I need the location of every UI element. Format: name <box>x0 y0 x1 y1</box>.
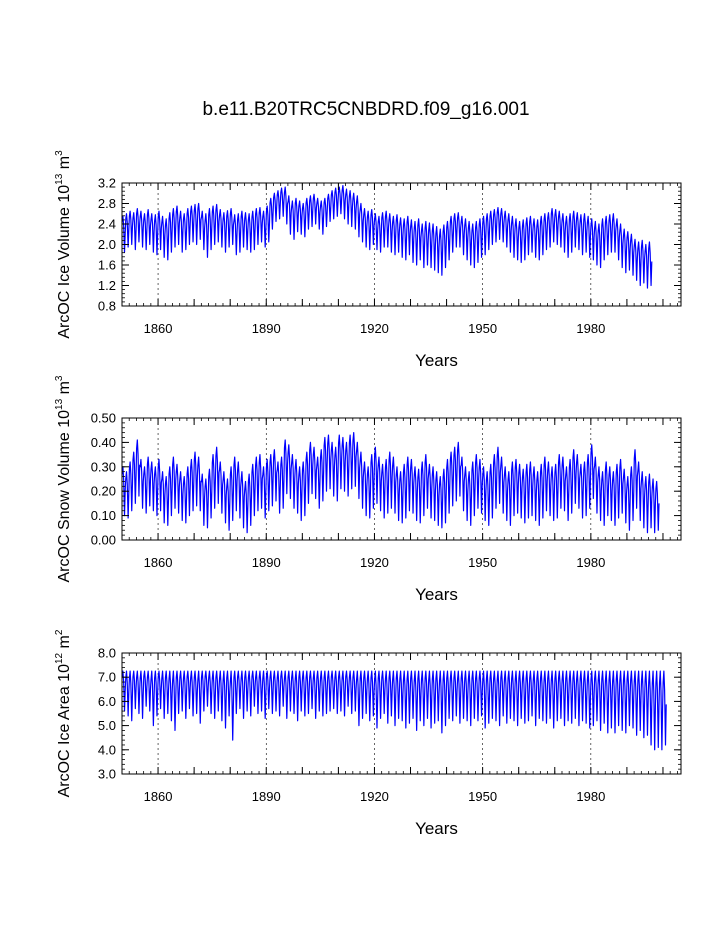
y-tick-label: 0.8 <box>98 299 116 314</box>
x-axis-label: Years <box>415 585 458 604</box>
y-tick-label: 3.2 <box>98 176 116 191</box>
series-line <box>121 432 660 534</box>
x-tick-label: 1890 <box>252 321 281 336</box>
y-tick-label: 0.00 <box>91 533 116 548</box>
x-axis-label: Years <box>415 819 458 838</box>
y-tick-label: 4.0 <box>98 742 116 757</box>
y-tick-label: 0.20 <box>91 484 116 499</box>
x-tick-label: 1890 <box>252 555 281 570</box>
x-tick-label: 1980 <box>576 555 605 570</box>
series-line <box>121 184 653 289</box>
x-tick-label: 1950 <box>468 555 497 570</box>
x-tick-label: 1860 <box>144 555 173 570</box>
x-tick-label: 1950 <box>468 789 497 804</box>
figure-title: b.e11.B20TRC5CNBDRD.f09_g16.001 <box>202 99 529 120</box>
y-axis-label: ArcOC Snow Volume 1013 m3 <box>54 375 73 582</box>
series-line <box>121 670 667 751</box>
plot-frame <box>121 652 682 775</box>
x-axis-label: Years <box>415 351 458 370</box>
plot-frame <box>121 417 682 541</box>
y-axis-label: ArcOC Ice Volume 1013 m3 <box>54 150 73 339</box>
y-tick-label: 0.10 <box>91 508 116 523</box>
y-tick-label: 0.30 <box>91 459 116 474</box>
snow-volume-panel: 0.00 0.10 0.20 0.30 0.40 0.50 1860 1890 1920 1950… <box>54 375 682 604</box>
x-tick-label: 1980 <box>576 321 605 336</box>
y-tick-label: 2.0 <box>98 237 116 252</box>
x-tick-label: 1920 <box>360 321 389 336</box>
y-tick-label: 1.6 <box>98 258 116 273</box>
x-tick-label: 1860 <box>144 321 173 336</box>
y-tick-label: 1.2 <box>98 278 116 293</box>
y-tick-label: 3.0 <box>98 767 116 782</box>
x-tick-label: 1950 <box>468 321 497 336</box>
y-axis-label: ArcOC Ice Area 1012 m2 <box>54 629 73 797</box>
x-tick-label: 1980 <box>576 789 605 804</box>
x-tick-label: 1860 <box>144 789 173 804</box>
ice-volume-panel: 0.8 1.2 1.6 2.0 2.4 2.8 3.2 1860 1890 1920 1950 198… <box>54 150 682 370</box>
ice-area-panel: 3.0 4.0 5.0 6.0 7.0 8.0 1860 1890 1920 1950 1980 Ye… <box>54 629 682 838</box>
y-tick-label: 2.8 <box>98 196 116 211</box>
y-tick-label: 2.4 <box>98 217 116 232</box>
y-tick-label: 7.0 <box>98 670 116 685</box>
y-tick-label: 5.0 <box>98 718 116 733</box>
y-tick-label: 8.0 <box>98 646 116 661</box>
x-tick-label: 1920 <box>360 789 389 804</box>
y-tick-label: 0.40 <box>91 435 116 450</box>
y-tick-label: 6.0 <box>98 694 116 709</box>
x-tick-label: 1890 <box>252 789 281 804</box>
x-tick-label: 1920 <box>360 555 389 570</box>
y-tick-label: 0.50 <box>91 411 116 426</box>
